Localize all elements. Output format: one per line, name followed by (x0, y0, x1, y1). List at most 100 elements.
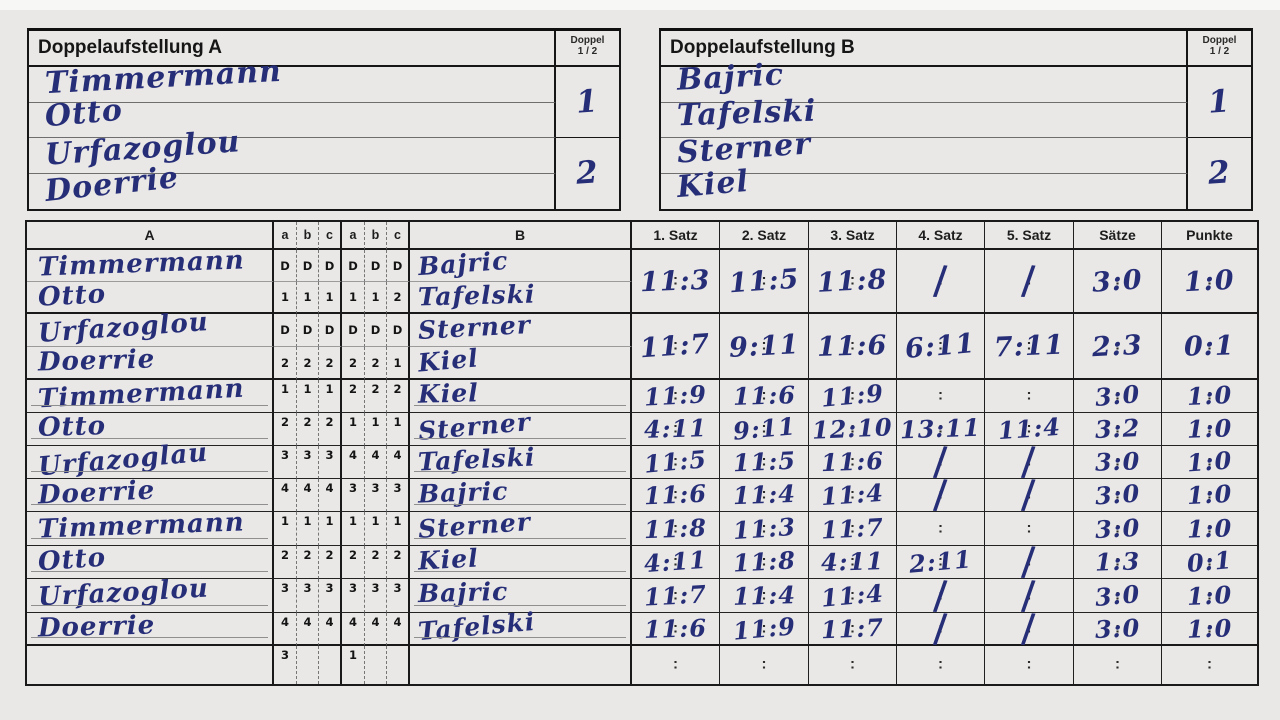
position-code-value: 2 (303, 415, 312, 429)
set-score-value: 11:6 (820, 445, 885, 478)
position-code (365, 646, 387, 684)
lineup-b-player-4: Kiel (661, 163, 1188, 209)
set-score-value: 4:11 (643, 544, 708, 579)
position-code: 1 (297, 282, 319, 314)
set-score-value: / (1020, 257, 1038, 305)
position-code: 2 (365, 380, 387, 413)
set-score-value: 6:11 (904, 327, 977, 365)
position-code-value: 1 (303, 514, 312, 528)
set-score-value: 9:11 (728, 328, 800, 364)
set-score-value: 11:8 (643, 512, 708, 544)
position-code: 4 (342, 446, 365, 479)
position-code: 4 (297, 479, 319, 512)
player-a-name-text: Timmermann (37, 245, 246, 283)
position-code-value: 3 (280, 648, 289, 662)
doppel-header-line1: Doppel (570, 35, 605, 46)
position-code: D (297, 314, 319, 347)
col-header-set-1: 1. Satz (632, 222, 720, 250)
position-code-value: 2 (303, 548, 312, 562)
player-a-name-text: Otto (37, 542, 107, 578)
position-code: 1 (365, 512, 387, 546)
saetze-score (1074, 646, 1162, 684)
player-a-name-text: Otto (37, 279, 107, 313)
player-b-name-text: Bajric (417, 476, 509, 509)
lineup-b-doppel-1: 1 (1188, 67, 1251, 138)
col-header-abc: a (342, 222, 365, 250)
player-b-name: Sterner (410, 507, 632, 546)
set-score: 11:5 (720, 446, 809, 479)
set-score-value: 11:3 (639, 264, 712, 298)
position-code-value: 1 (280, 382, 289, 396)
set-score: / (897, 250, 985, 314)
set-score-value: 11:6 (732, 380, 796, 411)
set-score-value: / (932, 605, 949, 652)
lineup-a-player-2: Otto (29, 92, 556, 138)
saetze-score: 1:3 (1074, 546, 1162, 579)
player-b-name-text: Tafelski (417, 279, 536, 312)
position-code-value: 2 (393, 382, 402, 396)
set-score: 12:10 (809, 412, 897, 446)
position-code: 2 (297, 347, 319, 380)
position-code: 1 (297, 380, 319, 413)
col-header-abc: b (365, 222, 387, 250)
position-code: 1 (342, 413, 365, 446)
player-name: Sterner (675, 126, 813, 171)
position-code-value: D (280, 323, 290, 337)
position-code-value: 3 (325, 448, 334, 462)
position-code: 3 (365, 579, 387, 613)
position-code: 1 (387, 413, 410, 446)
set-score: 11:6 (809, 314, 897, 380)
set-score (897, 380, 985, 413)
position-code: 1 (319, 512, 342, 546)
lineup-a-player-4: Doerrie (29, 160, 556, 209)
player-b-name: Bajric (410, 577, 632, 613)
position-code: 3 (387, 579, 410, 613)
col-header-a: A (27, 222, 274, 250)
saetze-score: 3:0 (1074, 379, 1162, 413)
position-code: 3 (297, 579, 319, 613)
position-code-value: 1 (325, 514, 334, 528)
set-score-value: 11:4 (819, 577, 886, 613)
position-code-value: 2 (325, 355, 334, 370)
position-code-value: 1 (393, 415, 402, 429)
position-code: 2 (342, 380, 365, 413)
punkte-score: 1:0 (1162, 512, 1257, 546)
position-code-value: 2 (325, 548, 334, 562)
position-code-value: 2 (325, 415, 334, 429)
set-score: 9:11 (720, 411, 809, 446)
position-code: D (342, 314, 365, 347)
position-code-value: 2 (393, 548, 402, 562)
position-code: 4 (387, 446, 410, 479)
lineup-b-title: Doppelaufstellung B (661, 31, 1188, 67)
set-score: / (897, 605, 985, 652)
player-a-name: Urfazoglou (27, 307, 274, 349)
player-b-name-text: Kiel (417, 378, 480, 409)
set-score-value: 11:9 (643, 379, 708, 412)
position-code-value: 4 (303, 615, 312, 629)
set-score-value: 11:9 (819, 378, 886, 413)
position-code-value: 1 (280, 290, 289, 304)
position-code-value: 2 (371, 548, 380, 562)
player-b-name: Kiel (410, 378, 632, 413)
set-score: / (985, 605, 1074, 652)
player-name: Bajric (676, 57, 785, 98)
player-a-name (27, 646, 274, 684)
set-score: 11:6 (720, 380, 809, 413)
lineup-b-player-3: Sterner (661, 126, 1188, 174)
position-code-value: 1 (348, 514, 357, 528)
position-code: 4 (274, 613, 297, 646)
set-score: 11:7 (632, 579, 720, 613)
punkte-value: 1:0 (1186, 579, 1233, 611)
position-code: 4 (319, 613, 342, 646)
position-code-value: D (392, 323, 403, 337)
lineup-table-b: Doppelaufstellung B Doppel 1 / 2 Bajric … (659, 28, 1253, 211)
position-code-value: 4 (393, 615, 402, 629)
position-code-value: D (324, 323, 335, 337)
position-code-value: D (348, 323, 358, 337)
position-code: D (387, 250, 410, 282)
saetze-score: 3:0 (1074, 478, 1162, 512)
set-score (632, 646, 720, 684)
set-score-value: 9:11 (731, 411, 797, 446)
